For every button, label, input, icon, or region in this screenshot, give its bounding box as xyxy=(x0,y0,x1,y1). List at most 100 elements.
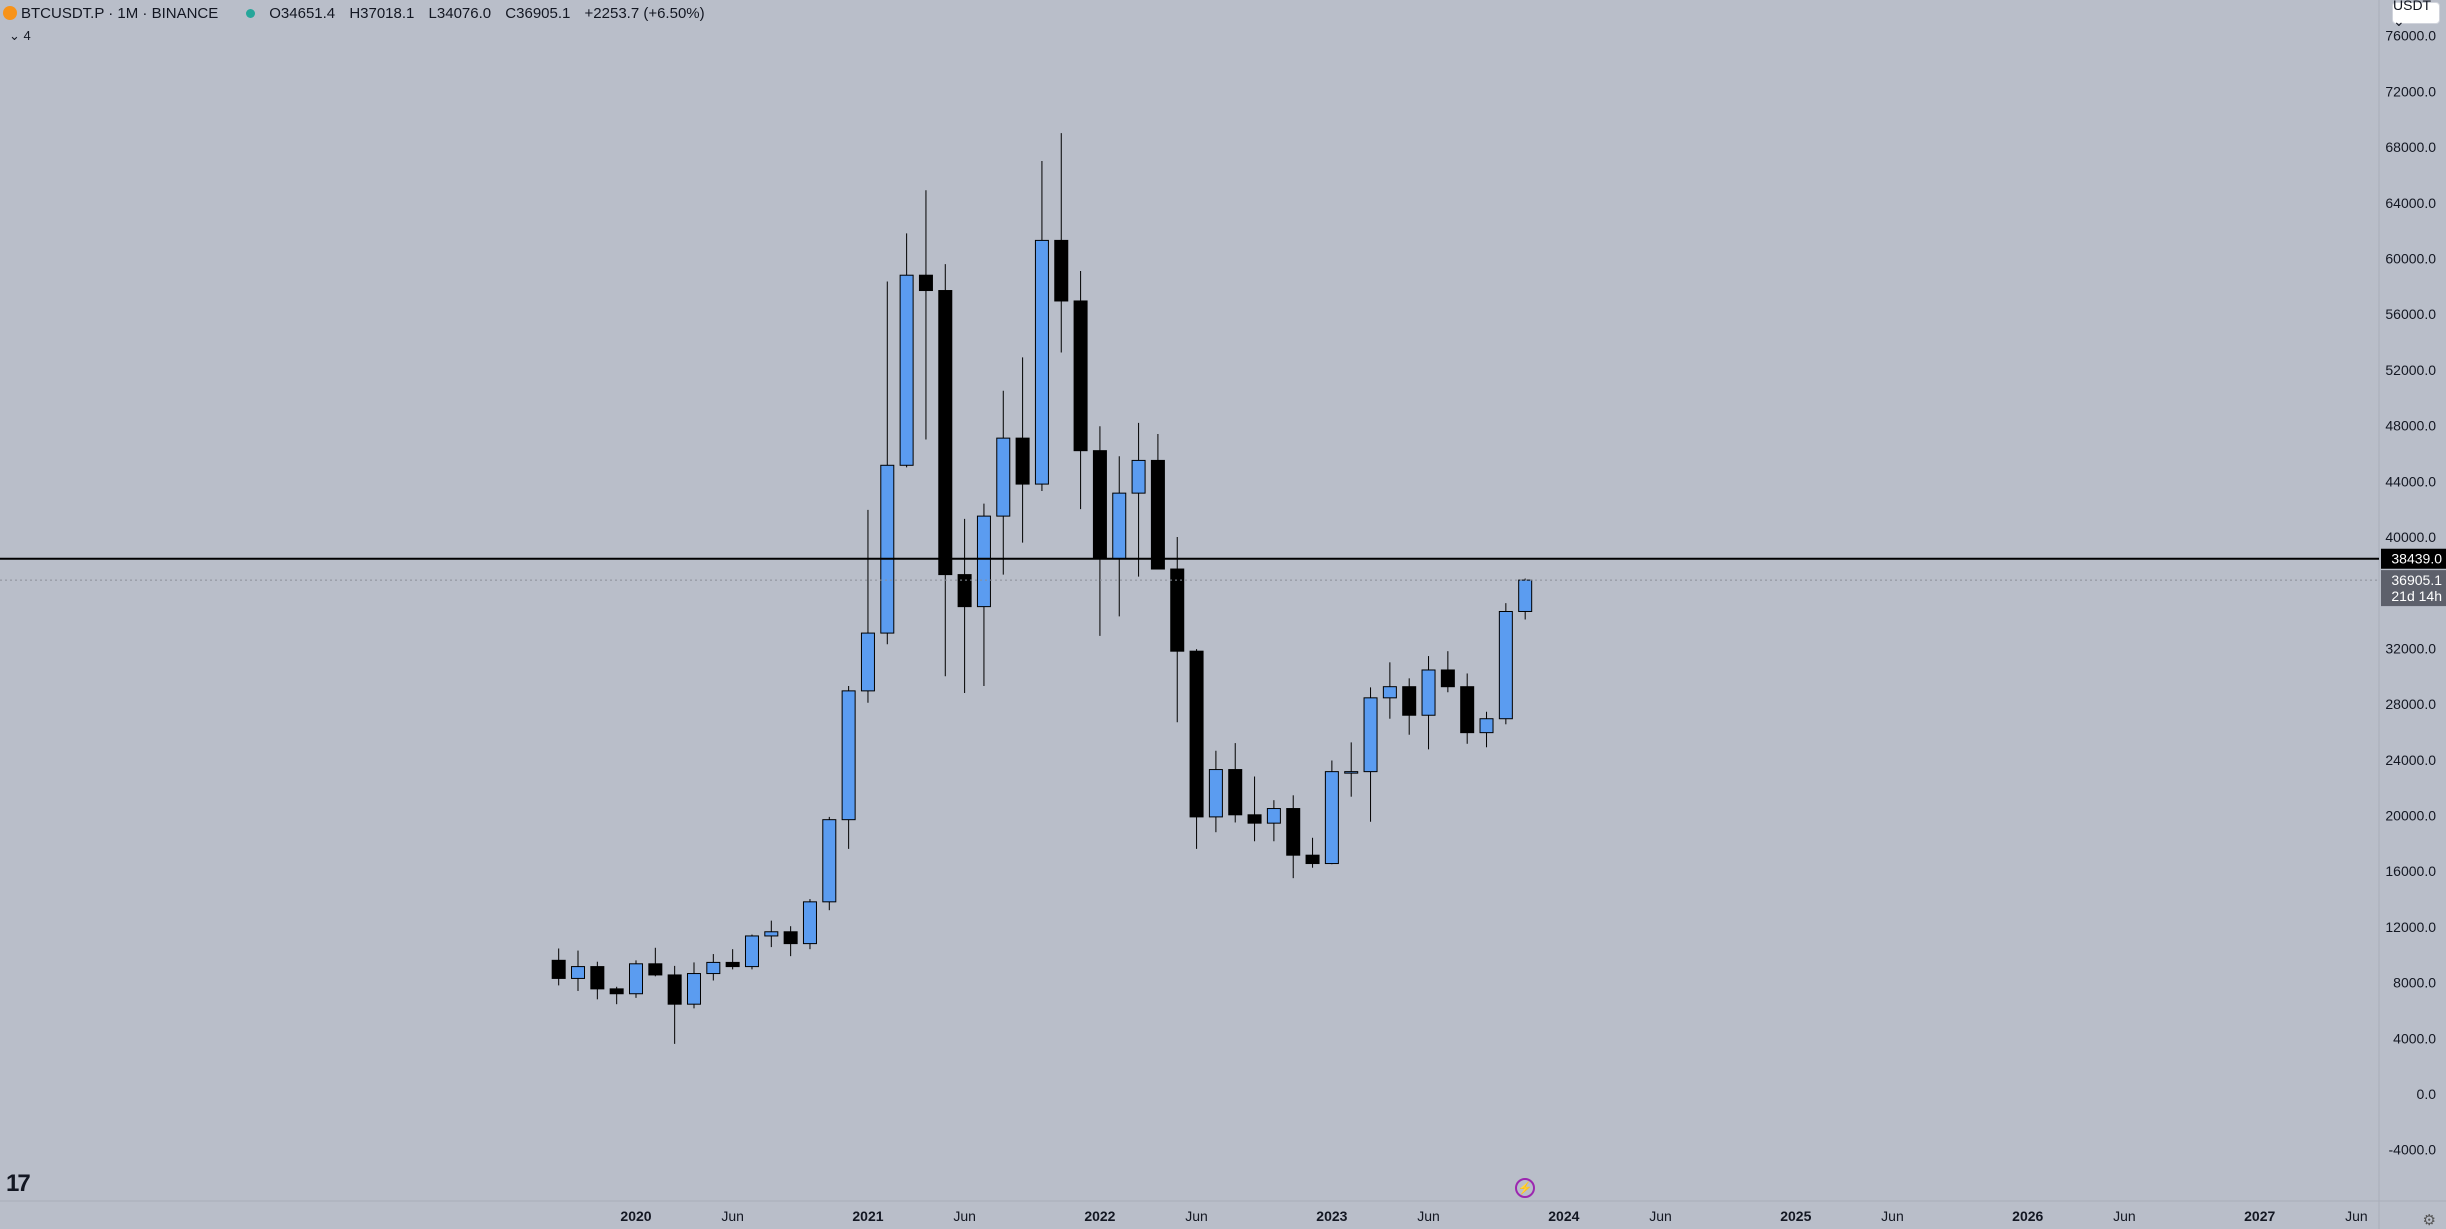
candle-body xyxy=(1034,239,1049,485)
last-price-label: 36905.1 xyxy=(2391,572,2442,588)
symbol-title[interactable]: BTCUSDT.P · 1M · BINANCE xyxy=(21,4,219,22)
candle-body xyxy=(802,901,817,945)
candle-2021-07 xyxy=(976,503,991,686)
candle-2020-10 xyxy=(802,899,817,950)
candle-2021-06 xyxy=(957,518,972,693)
candle-body xyxy=(1286,808,1301,856)
price-tick-label: 60000.0 xyxy=(2385,251,2436,267)
price-tick-label: -4000.0 xyxy=(2389,1142,2437,1158)
bitcoin-logo-icon xyxy=(3,6,17,20)
time-tick-label: Jun xyxy=(721,1208,744,1224)
candle-2020-03 xyxy=(667,965,682,1044)
candle-body xyxy=(1479,718,1494,734)
price-tick-label: 44000.0 xyxy=(2385,473,2436,489)
time-tick-label: 2026 xyxy=(2012,1208,2043,1224)
candle-2021-05 xyxy=(938,264,953,677)
candle-2021-11 xyxy=(1054,133,1069,353)
candle-body xyxy=(1440,669,1455,688)
price-tick-label: 12000.0 xyxy=(2385,919,2436,935)
time-tick-label: 2023 xyxy=(1316,1208,1347,1224)
candle-2020-04 xyxy=(686,962,701,1009)
time-tick-label: 2021 xyxy=(852,1208,883,1224)
candle-body xyxy=(764,931,779,937)
candle-2020-06 xyxy=(725,949,740,970)
candle-body xyxy=(841,690,856,821)
candle-body xyxy=(744,935,759,968)
candle-2019-10 xyxy=(571,950,586,991)
price-tick-label: 4000.0 xyxy=(2393,1030,2436,1046)
candle-2021-12 xyxy=(1073,271,1088,510)
candle-body xyxy=(976,515,991,608)
time-tick-label: 2020 xyxy=(620,1208,651,1224)
candle-body xyxy=(1131,459,1146,494)
high-value: H37018.1 xyxy=(349,4,415,22)
time-tick-label: Jun xyxy=(1417,1208,1440,1224)
candle-2023-09 xyxy=(1479,711,1494,748)
candle-body xyxy=(1344,771,1359,774)
candle-2021-02 xyxy=(880,281,895,645)
candle-body xyxy=(1092,450,1107,560)
candle-2020-01 xyxy=(629,960,643,998)
symbol-header: BTCUSDT.P · 1M · BINANCE O34651.4 H37018… xyxy=(0,0,715,26)
candle-2020-11 xyxy=(822,816,837,911)
candle-2023-02 xyxy=(1344,742,1359,797)
candle-body xyxy=(783,931,798,945)
candle-2022-08 xyxy=(1228,743,1243,823)
price-tick-label: 32000.0 xyxy=(2385,640,2436,656)
low-value: L34076.0 xyxy=(428,4,492,22)
candle-2019-11 xyxy=(590,961,605,1000)
price-tick-label: 68000.0 xyxy=(2385,139,2436,155)
candle-body xyxy=(609,988,624,995)
candle-body xyxy=(899,274,914,466)
candle-2023-04 xyxy=(1382,662,1397,719)
close-value: C36905.1 xyxy=(505,4,571,22)
candle-2021-08 xyxy=(996,390,1011,575)
candle-2023-08 xyxy=(1460,673,1475,744)
currency-button[interactable]: USDT ⌄ xyxy=(2392,0,2440,29)
candle-body xyxy=(1498,610,1513,720)
indicators-toggle[interactable]: ⌄ 4 xyxy=(9,28,31,43)
candle-2023-07 xyxy=(1440,651,1455,693)
price-tick-label: 16000.0 xyxy=(2385,863,2436,879)
time-tick-label: Jun xyxy=(1649,1208,1672,1224)
time-tick-label: 2027 xyxy=(2244,1208,2275,1224)
price-tick-label: 64000.0 xyxy=(2385,195,2436,211)
candle-2021-10 xyxy=(1034,161,1049,492)
candle-2020-09 xyxy=(783,926,798,957)
horizontal-line-label: 38439.0 xyxy=(2391,551,2442,567)
horizontal-line-badge xyxy=(2381,548,2446,569)
candle-2023-06 xyxy=(1421,656,1436,750)
candle-body xyxy=(551,959,566,979)
settings-gear-icon[interactable]: ⚙ xyxy=(2422,1212,2436,1229)
price-tick-label: 52000.0 xyxy=(2385,362,2436,378)
candle-body xyxy=(880,464,895,634)
candle-body xyxy=(822,819,837,903)
candle-body xyxy=(648,963,663,976)
candle-2020-07 xyxy=(744,934,759,970)
time-axis[interactable]: 2020 Jun 2021 Jun 2022 Jun 2023 Jun 2024 Jun 2025 J… xyxy=(620,1208,2367,1224)
price-tick-label: 40000.0 xyxy=(2385,529,2436,545)
candle-2021-04 xyxy=(918,190,933,440)
lightning-icon[interactable]: ⚡ xyxy=(1515,1178,1535,1198)
time-tick-label: 2024 xyxy=(1548,1208,1579,1224)
price-tick-label: 20000.0 xyxy=(2385,808,2436,824)
candle-body xyxy=(1363,697,1378,773)
candle-body xyxy=(1518,579,1533,612)
price-tick-label: 48000.0 xyxy=(2385,418,2436,434)
candle-body xyxy=(1054,239,1069,302)
price-axis[interactable]: 76000.0 72000.0 68000.0 64000.0 60000.0 56000… xyxy=(2385,28,2436,1158)
price-tick-label: 8000.0 xyxy=(2393,975,2436,991)
candle-2022-12 xyxy=(1305,837,1320,868)
candles-layer xyxy=(551,133,1533,1044)
candle-2022-09 xyxy=(1247,776,1262,842)
candle-body xyxy=(667,974,682,1005)
candle-2022-04 xyxy=(1150,433,1165,570)
candle-body xyxy=(1460,686,1475,734)
candle-body xyxy=(938,290,953,576)
last-price-badge xyxy=(2381,570,2446,607)
candle-2022-03 xyxy=(1131,422,1146,577)
candle-body xyxy=(1015,437,1030,485)
tradingview-logo-icon[interactable]: 17 xyxy=(6,1170,31,1197)
candle-body xyxy=(725,961,740,968)
